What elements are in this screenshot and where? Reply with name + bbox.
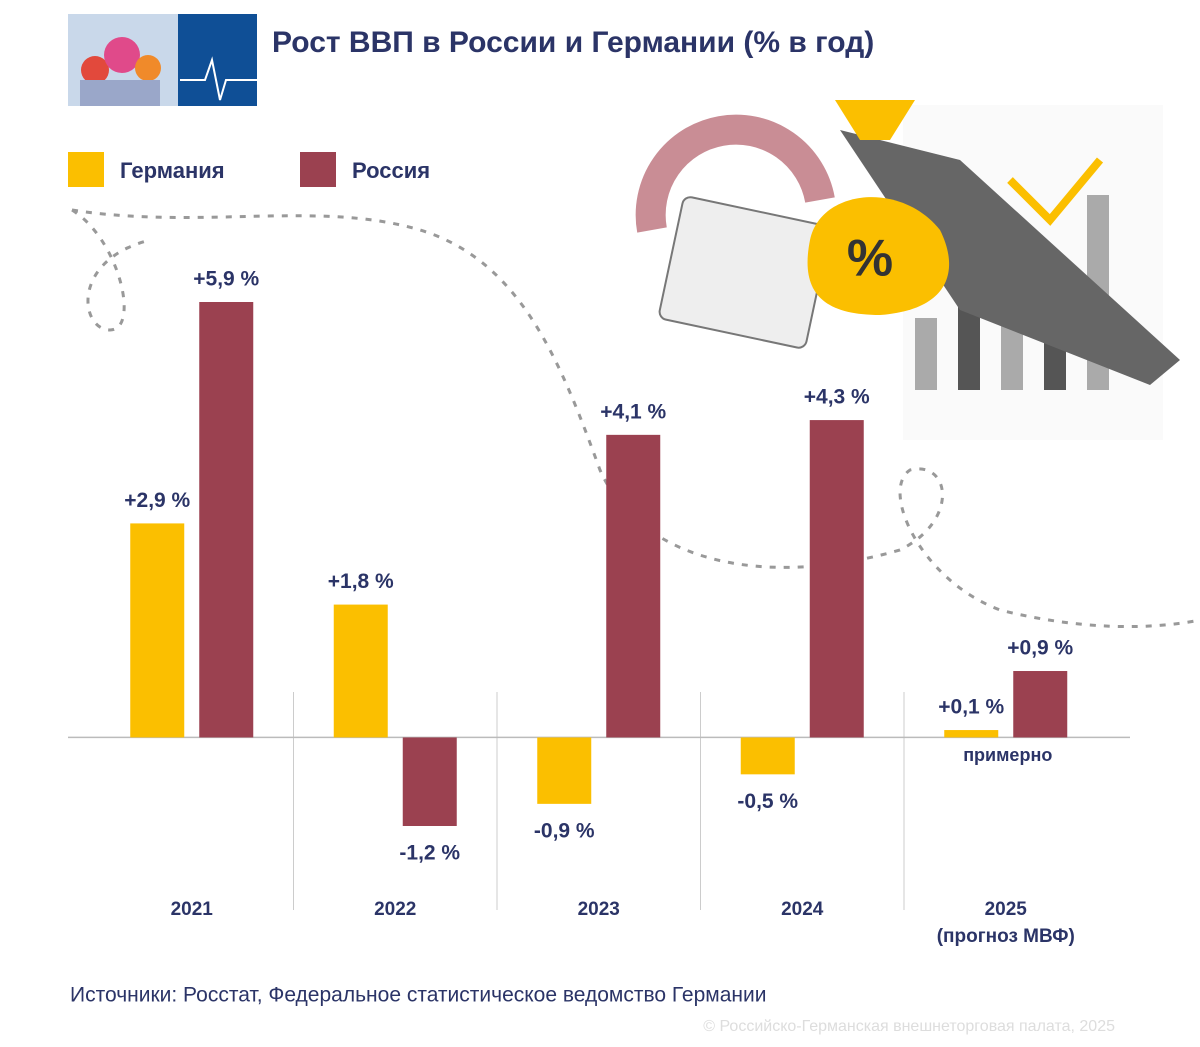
bar [1013,671,1068,738]
copyright: © Российско-Германская внешнеторговая па… [703,1018,1115,1035]
legend-swatch [300,152,336,187]
x-tick-label: 2022 [374,899,416,920]
legend-label: Германия [120,158,225,183]
bar [130,523,185,738]
decor-curve [71,208,1200,629]
decor-curve [71,208,151,332]
bar [740,737,795,775]
value-label: -0,9 % [534,819,595,842]
value-label: +4,1 % [600,400,666,423]
bar [809,420,864,738]
x-tick-label: 2025 [985,899,1028,920]
bar [333,604,388,738]
bar [606,434,661,738]
value-label: +2,9 % [124,489,190,512]
x-tick-label: 2023 [578,899,620,920]
svg-text:%: % [847,230,893,288]
value-label: +4,3 % [804,386,870,409]
source: Источники: Росстат, Федеральное статисти… [70,984,766,1007]
x-tick-label: 2021 [171,899,214,920]
value-label: +0,1 % [938,696,1004,719]
chart-title: Рост ВВП в России и Германии (% в год) [272,26,874,59]
value-label: -0,5 % [737,790,798,813]
legend-swatch [68,152,104,187]
logo [68,14,257,106]
value-label: -1,2 % [399,842,460,865]
illustration: % [635,100,1180,440]
bar [944,730,999,738]
annotation: примерно [963,745,1052,765]
bar [402,737,457,826]
value-label: +1,8 % [328,570,394,593]
legend-label: Россия [352,158,430,183]
x-tick-label: 2024 [781,899,824,920]
value-label: +5,9 % [193,268,259,291]
category-note: (прогноз МВФ) [937,926,1075,947]
value-label: +0,9 % [1007,637,1073,660]
bar [199,302,254,738]
bar [537,737,592,804]
